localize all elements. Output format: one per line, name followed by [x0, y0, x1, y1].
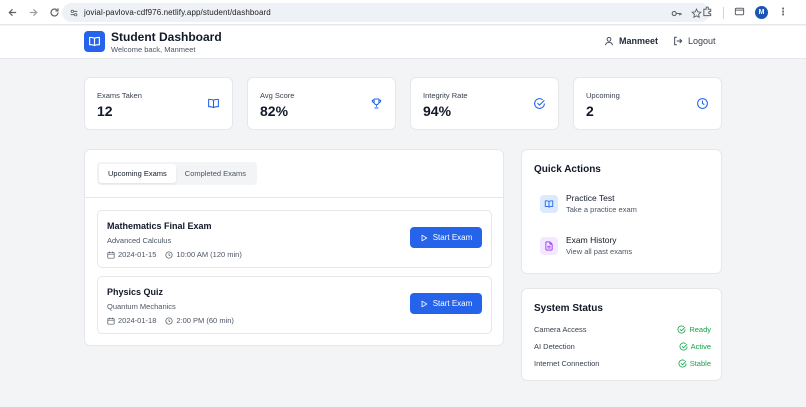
- exam-date: 2024-01-15: [118, 250, 157, 259]
- url-text[interactable]: jovial-pavlova-cdf976.netlify.app/studen…: [84, 8, 271, 17]
- quick-actions-panel: Quick Actions Practice Test Take a pract…: [521, 149, 722, 274]
- start-exam-label: Start Exam: [432, 299, 473, 308]
- quick-action-exam-history[interactable]: Exam History View all past exams: [540, 233, 710, 263]
- stat-card-exams-taken: Exams Taken 12: [84, 77, 233, 130]
- stat-label: Integrity Rate: [423, 91, 468, 100]
- quick-actions-title: Quick Actions: [534, 164, 601, 175]
- exams-panel: Upcoming Exams Completed Exams Mathemati…: [84, 149, 504, 346]
- address-bar[interactable]: jovial-pavlova-cdf976.netlify.app/studen…: [62, 3, 710, 22]
- tab-completed-exams[interactable]: Completed Exams: [184, 169, 247, 178]
- play-icon: [421, 234, 427, 241]
- stat-value: 82%: [260, 103, 289, 119]
- clock-icon: [165, 316, 173, 325]
- exam-card: Physics Quiz Quantum Mechanics 2024-01-1…: [97, 276, 492, 334]
- browser-toolbar: jovial-pavlova-cdf976.netlify.app/studen…: [0, 0, 806, 25]
- reload-icon[interactable]: [45, 3, 63, 21]
- quick-action-subtitle: Take a practice exam: [566, 205, 637, 214]
- quick-action-practice-test[interactable]: Practice Test Take a practice exam: [540, 191, 710, 221]
- status-badge: Ready: [677, 325, 711, 334]
- app-header: Student Dashboard Welcome back, Manmeet …: [0, 26, 806, 59]
- status-label: Internet Connection: [534, 359, 600, 368]
- exam-time: 10:00 AM (120 min): [176, 250, 242, 259]
- status-value: Active: [690, 342, 711, 351]
- stat-value: 2: [586, 103, 594, 119]
- status-row: Camera Access Ready: [534, 325, 711, 337]
- book-open-icon: [207, 97, 220, 110]
- play-icon: [421, 300, 427, 307]
- stat-value: 94%: [423, 103, 452, 119]
- logout-label: Logout: [688, 36, 716, 46]
- exam-schedule: 2024-01-18 2:00 PM (60 min): [107, 316, 234, 325]
- logout-button[interactable]: Logout: [673, 36, 716, 46]
- page-title: Student Dashboard: [111, 30, 222, 44]
- back-icon[interactable]: [3, 3, 21, 21]
- stat-card-avg-score: Avg Score 82%: [247, 77, 396, 130]
- check-circle-icon: [678, 359, 687, 368]
- tab-upcoming-exams[interactable]: Upcoming Exams: [99, 164, 176, 183]
- book-open-icon: [84, 31, 105, 52]
- stat-label: Upcoming: [586, 91, 620, 100]
- bookmark-star-icon[interactable]: [691, 6, 702, 24]
- status-label: Camera Access: [534, 325, 587, 334]
- user-menu[interactable]: Manmeet: [604, 36, 658, 46]
- logout-icon: [674, 36, 683, 46]
- start-exam-button[interactable]: Start Exam: [410, 227, 482, 248]
- clock-icon: [165, 250, 173, 259]
- calendar-icon: [107, 251, 115, 259]
- system-status-panel: System Status Camera Access Ready AI Det…: [521, 288, 722, 381]
- file-text-icon: [540, 237, 558, 255]
- exam-subject: Advanced Calculus: [107, 236, 172, 245]
- forward-icon[interactable]: [24, 3, 42, 21]
- start-exam-label: Start Exam: [432, 233, 473, 242]
- user-name: Manmeet: [619, 36, 659, 46]
- book-open-icon: [540, 195, 558, 213]
- password-key-icon[interactable]: [671, 6, 682, 24]
- exam-tabs: Upcoming Exams Completed Exams: [97, 162, 258, 185]
- calendar-icon: [107, 317, 115, 325]
- status-badge: Active: [679, 342, 711, 351]
- stat-card-integrity-rate: Integrity Rate 94%: [410, 77, 559, 130]
- user-icon: [605, 36, 613, 46]
- divider: [85, 197, 503, 198]
- status-value: Stable: [689, 359, 711, 368]
- toolbar-divider: [723, 6, 724, 19]
- exam-title: Mathematics Final Exam: [107, 221, 212, 231]
- status-badge: Stable: [678, 359, 711, 368]
- quick-action-title: Practice Test: [566, 193, 615, 203]
- status-row: AI Detection Active: [534, 342, 711, 354]
- welcome-text: Welcome back, Manmeet: [111, 45, 196, 54]
- trophy-icon: [370, 97, 383, 110]
- exam-subject: Quantum Mechanics: [107, 302, 176, 311]
- start-exam-button[interactable]: Start Exam: [410, 293, 482, 314]
- exam-schedule: 2024-01-15 10:00 AM (120 min): [107, 250, 242, 259]
- tab-search-icon[interactable]: [734, 4, 745, 22]
- quick-action-title: Exam History: [566, 235, 617, 245]
- status-label: AI Detection: [534, 342, 575, 351]
- check-circle-icon: [679, 342, 688, 351]
- site-settings-icon[interactable]: [67, 6, 81, 20]
- stat-label: Exams Taken: [97, 91, 142, 100]
- system-status-title: System Status: [534, 303, 603, 314]
- browser-menu-icon[interactable]: ⋮: [778, 7, 788, 18]
- exam-card: Mathematics Final Exam Advanced Calculus…: [97, 210, 492, 268]
- extensions-icon[interactable]: [702, 4, 713, 22]
- check-circle-icon: [677, 325, 686, 334]
- stat-value: 12: [97, 103, 113, 119]
- stat-label: Avg Score: [260, 91, 295, 100]
- status-row: Internet Connection Stable: [534, 359, 711, 371]
- check-circle-icon: [533, 97, 546, 110]
- clock-icon: [696, 97, 709, 110]
- quick-action-subtitle: View all past exams: [566, 247, 633, 256]
- exam-time: 2:00 PM (60 min): [176, 316, 234, 325]
- profile-avatar[interactable]: M: [755, 6, 768, 19]
- exam-date: 2024-01-18: [118, 316, 157, 325]
- exam-title: Physics Quiz: [107, 287, 164, 297]
- status-value: Ready: [689, 325, 711, 334]
- stat-card-upcoming: Upcoming 2: [573, 77, 722, 130]
